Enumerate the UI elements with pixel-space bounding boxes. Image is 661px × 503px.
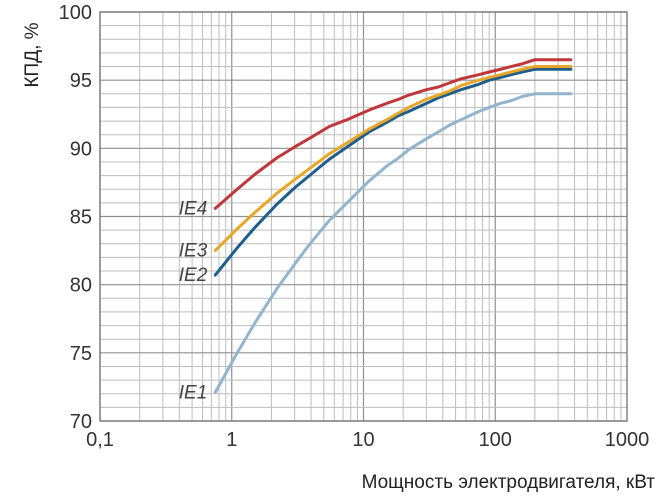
series-line-ie4 (213, 58, 573, 210)
y-tick-label: 85 (70, 207, 92, 229)
series-line-ie1 (213, 92, 573, 394)
y-axis-title: КПД, % (22, 22, 43, 87)
y-axis-ticks: 70 75 80 85 90 95 100 (59, 2, 92, 433)
x-axis-ticks: 0,1 1 10 100 1000 (86, 429, 649, 451)
series-lines (213, 58, 573, 394)
series-label-ie1: IE1 (179, 382, 208, 403)
x-tick-label: 0,1 (86, 429, 114, 451)
x-tick-label: 1000 (605, 429, 650, 451)
x-tick-label: 1 (226, 429, 237, 451)
y-tick-label: 90 (70, 138, 92, 160)
y-tick-label: 80 (70, 275, 92, 297)
x-tick-label: 100 (479, 429, 512, 451)
series-line-ie3 (213, 65, 573, 253)
series-labels: IE1 IE2 IE3 IE4 (179, 198, 208, 403)
y-tick-label: 95 (70, 70, 92, 92)
y-tick-label: 100 (59, 2, 92, 24)
series-label-ie4: IE4 (179, 198, 208, 219)
series-label-ie2: IE2 (179, 265, 208, 286)
series-line-ie2 (213, 67, 573, 277)
plot-frame (99, 11, 628, 422)
series-label-ie3: IE3 (179, 241, 208, 262)
x-axis-title: Мощность электродвигателя, кВт (362, 472, 656, 493)
y-tick-label: 75 (70, 343, 92, 365)
grid (99, 11, 627, 422)
x-tick-label: 10 (352, 429, 374, 451)
y-tick-label: 70 (70, 411, 92, 433)
